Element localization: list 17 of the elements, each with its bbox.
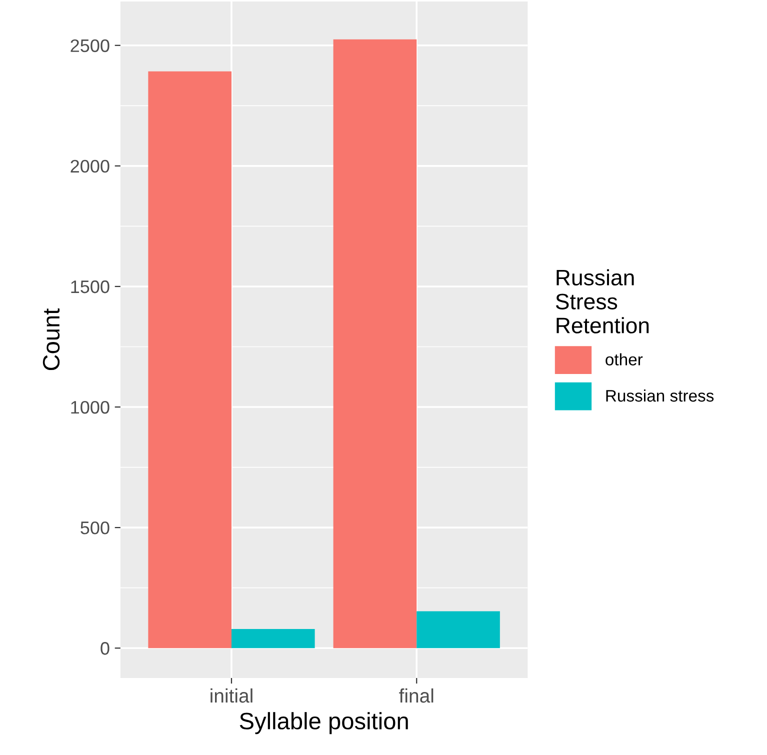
- x-tick-label: initial: [210, 688, 252, 703]
- bar: [333, 39, 417, 648]
- x-tick-label: final: [399, 688, 434, 703]
- y-tick-label: 2000: [70, 160, 110, 173]
- x-axis-title: Syllable position: [240, 712, 408, 734]
- bar: [148, 71, 232, 648]
- legend-label: other: [606, 353, 643, 366]
- y-tick-label: 2500: [70, 39, 110, 52]
- bar: [231, 629, 315, 648]
- y-tick-label: 0: [100, 642, 110, 655]
- legend-label: Russian stress: [606, 389, 714, 402]
- y-tick-label: 500: [80, 521, 110, 534]
- y-tick-label: 1500: [71, 280, 110, 294]
- legend-title: Russian Stress Retention: [556, 269, 649, 334]
- bar: [416, 611, 500, 648]
- y-axis-title: Count: [42, 308, 60, 370]
- y-tick-label: 1000: [71, 400, 110, 414]
